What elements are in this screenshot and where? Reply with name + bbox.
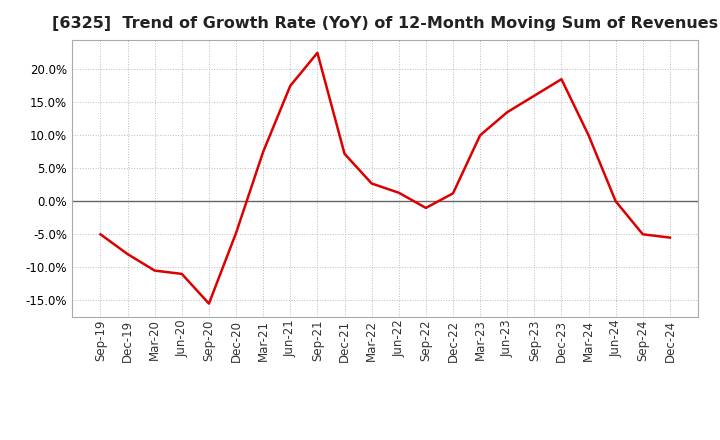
Title: [6325]  Trend of Growth Rate (YoY) of 12-Month Moving Sum of Revenues: [6325] Trend of Growth Rate (YoY) of 12-… [52,16,719,32]
